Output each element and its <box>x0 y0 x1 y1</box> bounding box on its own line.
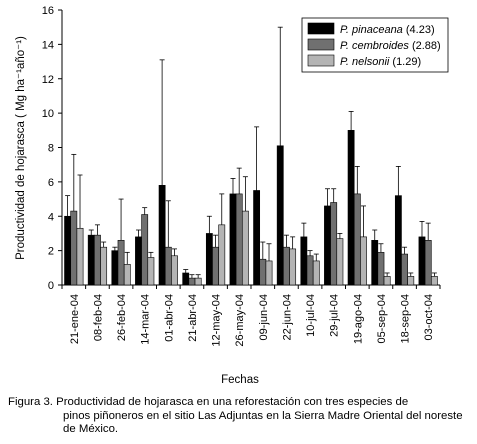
x-tick-label: 14-mar-04 <box>140 294 152 345</box>
bar <box>94 234 101 286</box>
bar <box>306 255 314 286</box>
y-tick-label: 4 <box>48 211 54 223</box>
x-tick-label: 26-feb-04 <box>116 294 128 341</box>
x-tick-label: 29-jul-04 <box>329 294 341 337</box>
bar <box>229 193 237 286</box>
bar <box>76 227 84 286</box>
bar <box>147 257 155 286</box>
y-axis-title: Productividad de hojarasca ( Mg ha⁻¹año⁻… <box>15 36 27 260</box>
figure-caption: Figura 3. Productividad de hojarasca en … <box>8 396 474 437</box>
x-tick-label: 10-jul-04 <box>305 294 317 337</box>
x-axis-tick-labels: 21-ene-04 08-feb-04 26-feb-04 14-mar-04 01-a… <box>61 285 441 347</box>
legend-label: P. pinaceana (4.23) <box>340 24 435 36</box>
bar <box>111 250 119 286</box>
y-axis-tick-labels: 0 2 4 6 8 10 12 14 16 <box>42 5 62 292</box>
bar <box>182 272 190 286</box>
bar <box>70 210 78 286</box>
x-tick-label: 21-ene-04 <box>69 294 81 344</box>
caption-line-1: Figura 3. Productividad de hojarasca en … <box>8 396 409 408</box>
legend-label: P. cembroides (2.88) <box>340 40 441 52</box>
bar <box>64 215 72 286</box>
legend-swatch <box>307 38 335 51</box>
bar <box>218 224 226 286</box>
y-tick-label: 6 <box>48 177 54 189</box>
bar <box>424 240 432 286</box>
x-axis-title: Fechas <box>221 374 259 386</box>
bar <box>407 276 415 286</box>
bar <box>430 276 438 286</box>
bar <box>324 205 331 286</box>
bar <box>135 236 142 286</box>
bar <box>289 248 297 286</box>
x-tick-label: 08-feb-04 <box>92 294 104 341</box>
y-tick-label: 2 <box>48 246 54 258</box>
bar <box>312 260 320 286</box>
x-tick-label: 05-sep-04 <box>376 294 388 344</box>
bar <box>330 202 338 286</box>
bar-chart: 21-ene-04 08-feb-04 26-feb-04 14-mar-04 01-a… <box>15 5 449 386</box>
y-tick-label: 14 <box>42 39 54 51</box>
bar <box>123 264 131 286</box>
y-tick-label: 8 <box>48 143 54 155</box>
plot-area <box>61 10 440 286</box>
bar <box>265 260 273 286</box>
bar <box>276 145 284 286</box>
y-tick-label: 10 <box>42 108 54 120</box>
bar <box>360 236 367 286</box>
x-tick-label: 26-may-04 <box>234 294 246 347</box>
bar <box>253 190 261 286</box>
y-tick-label: 0 <box>48 280 54 292</box>
bar <box>259 258 267 286</box>
bar <box>205 233 213 286</box>
bar <box>371 240 379 286</box>
bar <box>383 276 391 286</box>
bar <box>347 130 355 286</box>
bar <box>171 255 178 286</box>
x-tick-label: 09-jun-04 <box>258 294 270 340</box>
legend: P. pinaceana (4.23) P. cembroides (2.88) P… <box>301 17 449 73</box>
bar <box>353 193 361 286</box>
bar <box>241 210 249 286</box>
bar <box>164 246 172 286</box>
bar <box>336 238 344 286</box>
bar <box>100 246 108 286</box>
x-tick-label: 03-oct-04 <box>423 294 435 340</box>
x-tick-label: 21-abr-04 <box>187 294 199 342</box>
x-tick-label: 18-sep-04 <box>400 294 412 344</box>
bar <box>283 246 290 286</box>
bar <box>377 252 385 286</box>
bar <box>235 193 243 286</box>
bar <box>87 234 95 286</box>
bar <box>394 195 402 286</box>
bar <box>300 236 308 286</box>
bar <box>194 277 202 286</box>
bar <box>141 214 149 286</box>
legend-label: P. nelsonii (1.29) <box>340 56 421 68</box>
x-tick-label: 12-may-04 <box>211 294 223 347</box>
bar <box>401 253 408 286</box>
bar <box>188 277 196 286</box>
bar <box>418 236 426 286</box>
bar <box>117 240 125 286</box>
legend-swatch <box>307 22 335 35</box>
y-tick-label: 12 <box>42 74 54 86</box>
y-tick-label: 16 <box>42 5 54 17</box>
x-tick-label: 22-jun-04 <box>281 294 293 340</box>
caption-line-2: pinos piñoneros en el sitio Las Adjuntas… <box>63 409 463 436</box>
legend-swatch <box>307 54 335 67</box>
x-tick-label: 19-ago-04 <box>352 294 364 344</box>
bar <box>212 246 219 286</box>
x-tick-label: 01-abr-04 <box>163 294 175 342</box>
bar <box>158 185 166 286</box>
